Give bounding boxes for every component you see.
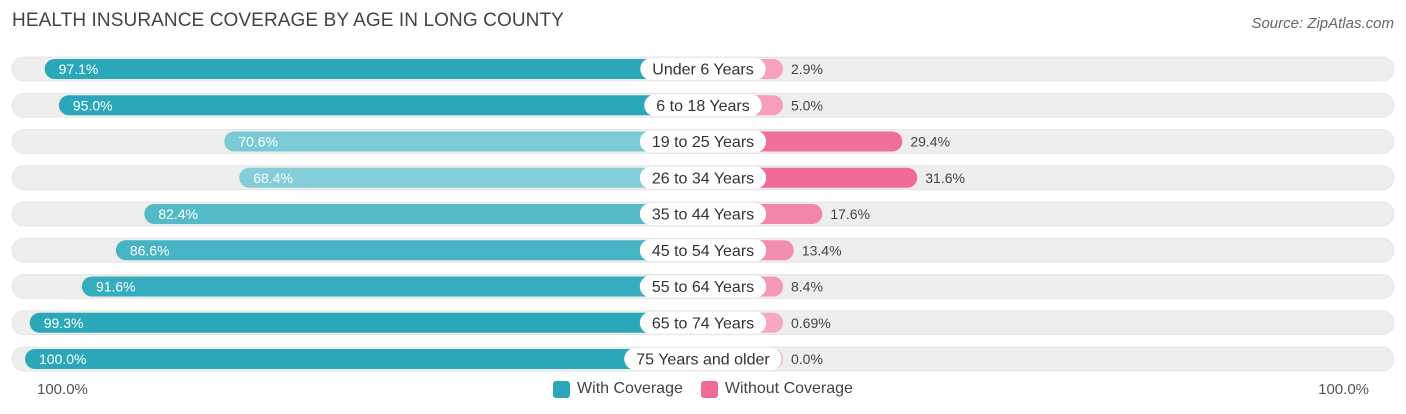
with-coverage-value-label: 82.4% [158, 206, 198, 222]
with-coverage-value-label: 95.0% [73, 97, 113, 113]
category-label: Under 6 Years [652, 62, 753, 79]
with-coverage-bar [44, 59, 704, 79]
category-label: 26 to 34 Years [652, 170, 754, 187]
with-coverage-bar [29, 312, 704, 333]
with-coverage-value-label: 100.0% [39, 351, 86, 367]
without-coverage-value-label: 5.0% [791, 97, 823, 113]
legend-item-with-coverage: With Coverage [553, 380, 683, 398]
without-coverage-value-label: 0.69% [791, 315, 831, 331]
with-coverage-bar [224, 131, 703, 152]
category-pill [639, 311, 767, 334]
category-pill [644, 94, 762, 117]
category-pill [639, 275, 767, 298]
without-coverage-value-label: 2.9% [791, 61, 823, 77]
legend-item-without-coverage: Without Coverage [700, 380, 853, 398]
with-coverage-value-label: 99.3% [44, 315, 84, 331]
category-label: 55 to 64 Years [652, 279, 754, 296]
legend-swatch-with-coverage [553, 380, 571, 398]
category-pill [640, 58, 766, 80]
category-pill [639, 203, 767, 225]
without-coverage-value-label: 13.4% [802, 242, 842, 258]
without-coverage-value-label: 8.4% [791, 279, 823, 295]
category-pill [624, 348, 782, 370]
with-coverage-bar [81, 276, 703, 297]
category-pill [639, 130, 767, 153]
category-label: 6 to 18 Years [656, 98, 749, 115]
with-coverage-bar [115, 240, 704, 261]
legend-label-with-coverage: With Coverage [577, 380, 683, 397]
legend: With Coverage Without Coverage [0, 380, 1406, 398]
category-label: 45 to 54 Years [652, 243, 754, 260]
category-label: 35 to 44 Years [652, 207, 754, 224]
with-coverage-value-label: 86.6% [130, 242, 170, 258]
source-credit: Source: ZipAtlas.com [1251, 15, 1394, 32]
without-coverage-value-label: 17.6% [830, 206, 870, 222]
category-pill [639, 239, 767, 262]
with-coverage-value-label: 91.6% [96, 279, 136, 295]
without-coverage-value-label: 29.4% [910, 134, 950, 150]
category-label: 65 to 74 Years [652, 315, 754, 332]
legend-swatch-without-coverage [700, 380, 718, 398]
without-coverage-value-label: 31.6% [925, 170, 965, 186]
category-pill [639, 166, 767, 189]
with-coverage-value-label: 70.6% [238, 134, 278, 150]
category-label: 75 Years and older [636, 352, 770, 369]
axis-left-label: 100.0% [37, 381, 88, 398]
without-coverage-value-label: 0.0% [791, 351, 823, 367]
legend-label-without-coverage: Without Coverage [724, 380, 853, 397]
with-coverage-bar [144, 204, 703, 224]
with-coverage-value-label: 68.4% [253, 170, 293, 186]
chart-title: HEALTH INSURANCE COVERAGE BY AGE IN LONG… [12, 10, 564, 31]
with-coverage-bar [25, 349, 703, 369]
with-coverage-value-label: 97.1% [59, 61, 99, 77]
axis-right-label: 100.0% [1318, 381, 1369, 398]
with-coverage-bar [58, 95, 703, 116]
chart-svg: 97.1% 2.9% Under 6 Years 95.0% 5.0% 6 to 18 Y… [11, 56, 1395, 372]
with-coverage-bar [239, 167, 704, 188]
category-label: 19 to 25 Years [652, 134, 754, 151]
